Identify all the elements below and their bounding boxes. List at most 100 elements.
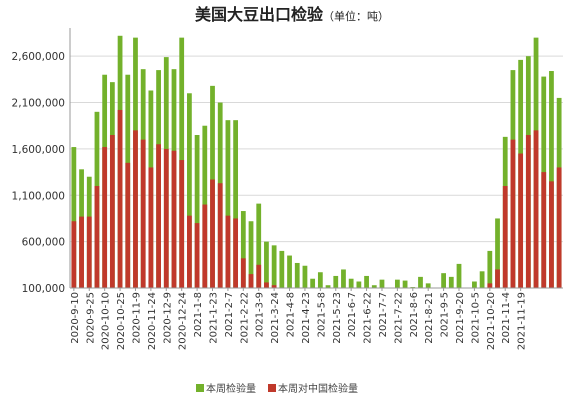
bar-total bbox=[302, 265, 308, 288]
bar-china bbox=[518, 153, 524, 288]
bar-total bbox=[264, 241, 269, 288]
x-tick-label: 2021-8-21 bbox=[424, 292, 435, 344]
bar-total bbox=[479, 271, 485, 288]
bar-total bbox=[294, 262, 300, 288]
legend-swatch-total bbox=[196, 384, 204, 392]
x-tick-label: 2021-6-7 bbox=[347, 292, 358, 337]
x-tick-label: 2021-4-23 bbox=[301, 292, 312, 344]
x-tick-label: 2021-2-22 bbox=[239, 292, 250, 344]
bar-china bbox=[125, 162, 131, 288]
bar-total bbox=[356, 281, 362, 288]
bar-total bbox=[495, 218, 500, 288]
bar-total bbox=[187, 93, 192, 288]
bar-total bbox=[225, 120, 231, 288]
bar-china bbox=[102, 147, 108, 288]
bar-china bbox=[179, 160, 185, 288]
bar-total bbox=[317, 272, 323, 288]
bar-china bbox=[71, 221, 77, 288]
bar-china bbox=[202, 204, 208, 288]
x-tick-label: 2020-10-25 bbox=[116, 292, 127, 350]
x-tick-label: 2020-12-24 bbox=[178, 292, 189, 350]
x-tick-label: 2021-1-8 bbox=[193, 292, 204, 337]
x-tick-label: 2021-11-19 bbox=[517, 292, 528, 350]
bar-china bbox=[210, 179, 215, 288]
x-tick-label: 2021-6-22 bbox=[363, 292, 374, 344]
legend: 本周检验量 本周对中国检验量 bbox=[196, 382, 358, 395]
bar-total bbox=[549, 71, 554, 288]
y-tick-label: 1,600,000 bbox=[12, 144, 65, 156]
x-tick-label: 2020-9-10 bbox=[70, 292, 81, 344]
bar-china bbox=[240, 258, 246, 288]
bar-china bbox=[256, 264, 262, 288]
bar-china bbox=[541, 172, 547, 288]
bar-total bbox=[333, 275, 339, 288]
bar-china bbox=[140, 139, 146, 288]
legend-label-total: 本周检验量 bbox=[206, 382, 256, 395]
bar-china bbox=[510, 139, 516, 288]
y-tick-label: 2,100,000 bbox=[12, 98, 65, 110]
bar-china bbox=[556, 167, 562, 288]
bar-china bbox=[194, 223, 200, 288]
x-tick-label: 2021-11-4 bbox=[501, 292, 512, 344]
bar-china bbox=[117, 109, 123, 288]
x-tick-label: 2021-3-9 bbox=[255, 292, 266, 337]
x-tick-label: 2021-2-7 bbox=[224, 292, 235, 337]
bar-total bbox=[487, 250, 493, 288]
bar-china bbox=[502, 186, 508, 288]
bar-china bbox=[271, 285, 277, 288]
bar-total bbox=[456, 263, 462, 288]
x-tick-label: 2021-10-20 bbox=[486, 292, 497, 350]
bars bbox=[71, 35, 562, 289]
bar-total bbox=[325, 285, 331, 288]
bar-total bbox=[233, 120, 239, 288]
bar-china bbox=[187, 215, 192, 288]
bar-china bbox=[264, 282, 269, 288]
bar-china bbox=[549, 181, 554, 288]
x-tick-label: 2021-4-8 bbox=[286, 292, 297, 337]
x-tick-label: 2021-10-5 bbox=[470, 292, 481, 344]
bar-china bbox=[495, 269, 500, 288]
bar-total bbox=[71, 147, 77, 288]
bar-china bbox=[525, 135, 531, 288]
bar-total bbox=[194, 135, 200, 288]
x-tick-label: 2021-7-7 bbox=[378, 292, 389, 337]
bar-china bbox=[487, 283, 493, 288]
y-tick-label: 1,100,000 bbox=[12, 190, 65, 202]
y-tick-label: 600,000 bbox=[22, 237, 65, 249]
bar-china bbox=[94, 186, 100, 288]
axes bbox=[69, 28, 563, 289]
bar-total bbox=[287, 255, 292, 288]
bar-total bbox=[310, 278, 316, 288]
bar-china bbox=[217, 183, 223, 288]
x-tick-label: 2021-8-6 bbox=[409, 292, 420, 337]
bar-china bbox=[79, 216, 84, 288]
bar-china bbox=[248, 274, 254, 288]
x-tick-label: 2021-5-8 bbox=[316, 292, 327, 337]
bar-total bbox=[448, 276, 454, 288]
legend-swatch-china bbox=[268, 384, 276, 392]
x-tick-label: 2021-1-23 bbox=[209, 292, 220, 344]
bar-total bbox=[379, 279, 385, 288]
x-tick-label: 2020-12-9 bbox=[162, 292, 173, 344]
bar-total bbox=[256, 203, 262, 288]
x-tick-label: 2020-11-9 bbox=[131, 292, 142, 344]
x-tick-label: 2021-9-20 bbox=[455, 292, 466, 344]
bar-china bbox=[148, 167, 154, 288]
x-tick-label: 2021-7-22 bbox=[393, 292, 404, 344]
bar-total bbox=[402, 280, 408, 288]
bar-total bbox=[425, 283, 431, 288]
x-tick-label: 2021-5-23 bbox=[332, 292, 343, 344]
bar-total bbox=[240, 211, 246, 288]
bar-total bbox=[371, 285, 377, 288]
bar-total bbox=[364, 275, 369, 288]
y-tick-label: 100,000 bbox=[22, 283, 65, 295]
bar-china bbox=[156, 144, 161, 288]
bar-total bbox=[348, 278, 354, 288]
bar-china bbox=[171, 150, 177, 288]
bar-china bbox=[133, 130, 138, 288]
bar-china bbox=[109, 135, 115, 288]
bar-china bbox=[533, 130, 539, 288]
y-tick-label: 2,600,000 bbox=[12, 51, 65, 63]
